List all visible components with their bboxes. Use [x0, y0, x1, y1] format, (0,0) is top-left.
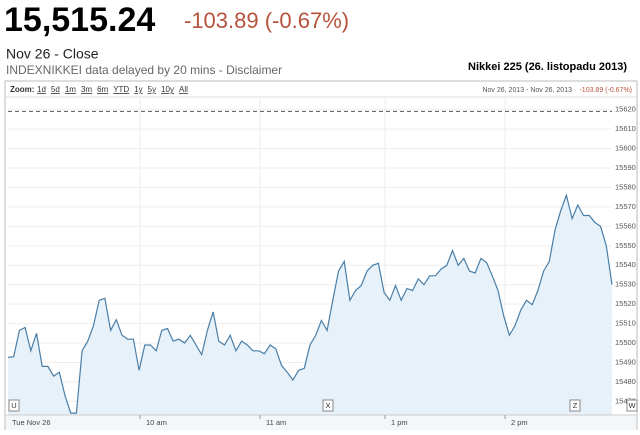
zoom-option[interactable]: All	[179, 85, 188, 94]
price-change: -103.89 (-0.67%)	[184, 8, 349, 33]
y-tick-label: 15530	[615, 280, 636, 289]
zoom-option[interactable]: 1m	[65, 85, 76, 94]
y-tick-label: 15580	[615, 182, 636, 191]
event-flag-label: W	[628, 401, 636, 410]
y-tick-label: 15540	[615, 260, 636, 269]
y-tick-label: 15510	[615, 319, 636, 328]
zoom-option[interactable]: 5d	[51, 85, 60, 94]
x-tick-label: Tue Nov 26	[12, 418, 51, 427]
zoom-option[interactable]: 1d	[37, 85, 46, 94]
event-flag[interactable]	[322, 399, 334, 412]
event-flag-label: Z	[573, 401, 578, 410]
y-tick-label: 15560	[615, 221, 636, 230]
plot: 15470 15480 15490 15500 15510 15520 15530 15540…	[6, 98, 638, 435]
area	[8, 195, 612, 415]
close-label: Nov 26 - Close	[6, 46, 99, 62]
event-flag[interactable]	[626, 399, 638, 412]
date-range: Nov 26, 2013 - Nov 26, 2013	[482, 87, 572, 94]
x-tick-label: 1 pm	[391, 418, 408, 427]
zoom-option[interactable]: 10y	[161, 85, 174, 94]
event-flag[interactable]	[8, 399, 20, 412]
zoom-option[interactable]: 5y	[148, 85, 156, 94]
y-tick-label: 15570	[615, 202, 636, 211]
y-tick-label: 15620	[615, 105, 636, 114]
zoom-label: Zoom:	[10, 85, 34, 94]
chart-title: Nikkei 225 (26. listopadu 2013)	[468, 61, 627, 73]
y-tick-label: 15490	[615, 357, 636, 366]
event-flag-label: U	[11, 401, 16, 410]
y-tick-label: 15470	[615, 396, 636, 405]
price: 15,515.24	[4, 1, 155, 39]
y-tick-label: 15610	[615, 124, 636, 133]
event-flag-label: X	[325, 401, 330, 410]
x-axis-band	[6, 415, 636, 435]
y-tick-label: 15480	[615, 377, 636, 386]
x-tick-label: 11 am	[266, 418, 286, 427]
range-change: -103.89 (-0.67%)	[579, 87, 632, 94]
zoom-option[interactable]: 1y	[134, 85, 142, 94]
y-tick-label: 15590	[615, 163, 636, 172]
x-tick-label: 2 pm	[511, 418, 528, 427]
zoom-option[interactable]: 6m	[97, 85, 108, 94]
line	[7, 193, 613, 414]
x-tick-label: 10 am	[146, 418, 167, 427]
y-tick-label: 15500	[615, 338, 636, 347]
event-flag[interactable]	[569, 399, 581, 412]
y-tick-label: 15550	[615, 241, 636, 250]
zoom-option[interactable]: 3m	[81, 85, 92, 94]
delay-note: INDEXNIKKEI data delayed by 20 mins - Di…	[6, 63, 282, 77]
y-tick-label: 15520	[615, 299, 636, 308]
zoom-option[interactable]: YTD	[113, 85, 129, 94]
y-tick-label: 15600	[615, 144, 636, 153]
zoom-options: 1d 5d 1m 3m 6m YTD 1y 5y 10y All	[37, 85, 188, 94]
